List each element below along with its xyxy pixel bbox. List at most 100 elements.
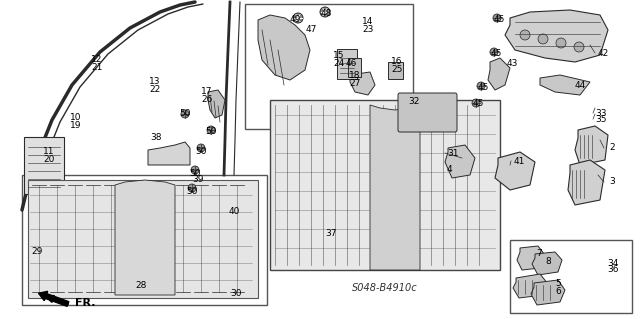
Text: 50: 50 [186,187,198,196]
Text: 3: 3 [609,177,615,187]
Circle shape [477,82,485,90]
Text: 13: 13 [149,77,161,85]
Text: 2: 2 [609,144,615,152]
Bar [245,4,413,129]
Bar [270,100,500,270]
Text: 20: 20 [44,154,54,164]
Circle shape [181,110,189,118]
Text: FR.: FR. [75,298,95,308]
Text: 18: 18 [349,71,361,80]
Polygon shape [532,252,562,275]
Text: 35: 35 [595,115,607,123]
Polygon shape [517,246,545,270]
Text: 45: 45 [472,100,484,108]
Text: 19: 19 [70,122,82,130]
FancyBboxPatch shape [24,137,64,194]
Text: 50: 50 [205,128,217,137]
Circle shape [191,166,199,174]
Bar [22,175,267,305]
Text: 50: 50 [179,109,191,118]
Text: 34: 34 [607,259,619,269]
Text: 23: 23 [362,25,374,33]
Text: 25: 25 [391,65,403,75]
Text: 5: 5 [555,278,561,287]
Polygon shape [568,160,605,205]
Polygon shape [115,180,175,295]
Circle shape [520,30,530,40]
Polygon shape [258,15,310,80]
Circle shape [574,42,584,52]
Polygon shape [575,126,608,165]
Polygon shape [208,90,225,118]
Text: 8: 8 [545,257,551,266]
Polygon shape [488,58,510,90]
Polygon shape [495,152,535,190]
Text: 50: 50 [195,147,207,157]
Text: 6: 6 [555,286,561,295]
Text: 36: 36 [607,265,619,275]
Text: 4: 4 [446,166,452,174]
Text: 40: 40 [228,207,240,217]
Polygon shape [505,10,608,62]
Text: 47: 47 [305,25,317,33]
Text: 7: 7 [536,249,542,257]
FancyArrow shape [38,291,69,306]
Text: 16: 16 [391,57,403,66]
Circle shape [493,14,501,22]
FancyBboxPatch shape [387,62,403,78]
FancyBboxPatch shape [348,57,360,77]
Circle shape [188,184,196,192]
Text: 37: 37 [325,228,337,238]
Text: 38: 38 [150,133,162,143]
Text: 28: 28 [135,280,147,290]
Circle shape [197,144,205,152]
Polygon shape [148,142,190,165]
Polygon shape [531,280,565,305]
Text: 43: 43 [506,58,518,68]
Text: 45: 45 [493,14,505,24]
Text: 45: 45 [490,48,502,57]
Text: 10: 10 [70,114,82,122]
Text: 27: 27 [349,79,361,88]
Text: 41: 41 [513,157,525,166]
Text: 30: 30 [230,288,242,298]
Text: 48: 48 [320,9,332,18]
Polygon shape [370,105,420,270]
Circle shape [538,34,548,44]
Text: S048-B4910c: S048-B4910c [352,283,418,293]
Text: 39: 39 [192,175,204,184]
Text: 49: 49 [289,14,301,24]
Text: 29: 29 [31,247,43,256]
Text: 42: 42 [597,48,609,57]
Circle shape [490,48,498,56]
Text: 22: 22 [149,85,161,93]
Text: 15: 15 [333,51,345,61]
Text: 26: 26 [202,95,212,105]
Text: 45: 45 [477,83,489,92]
Circle shape [207,126,215,134]
Text: 33: 33 [595,108,607,117]
Text: 50: 50 [189,168,201,177]
Polygon shape [350,72,375,95]
Text: 12: 12 [92,55,102,63]
Circle shape [320,7,330,17]
Circle shape [556,38,566,48]
Text: 31: 31 [447,149,459,158]
Text: 14: 14 [362,17,374,26]
Polygon shape [540,75,590,95]
Circle shape [293,13,303,23]
Text: 21: 21 [92,63,102,71]
Circle shape [472,99,480,107]
Polygon shape [513,274,548,298]
FancyBboxPatch shape [337,49,357,79]
Text: 44: 44 [574,80,586,90]
FancyBboxPatch shape [398,93,457,132]
Bar [510,240,632,313]
Polygon shape [445,145,475,178]
Bar [28,180,258,298]
Text: 32: 32 [408,97,420,106]
Text: 46: 46 [346,60,356,69]
Text: 17: 17 [201,87,212,97]
Text: 11: 11 [44,146,55,155]
Text: 24: 24 [333,60,344,69]
